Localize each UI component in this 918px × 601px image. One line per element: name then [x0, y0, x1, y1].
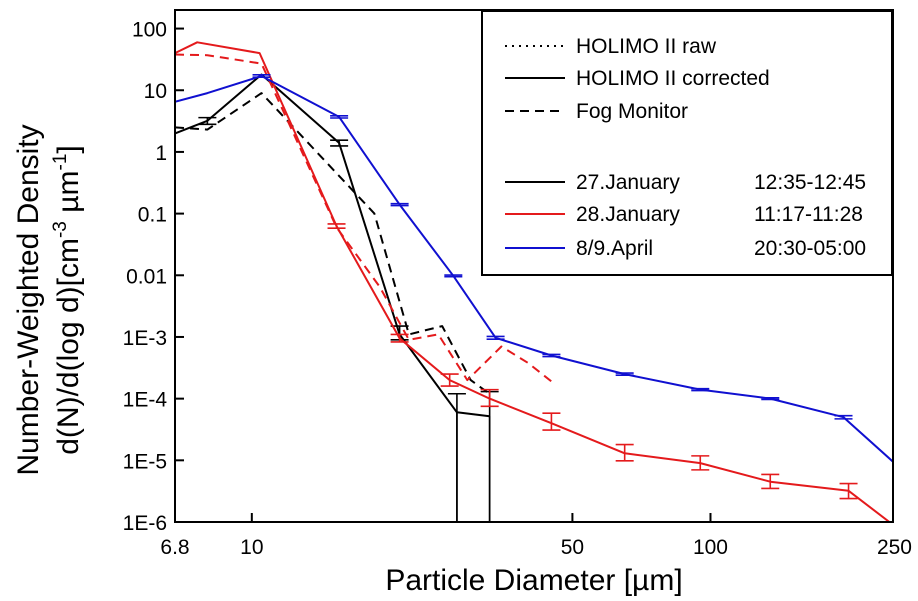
legend-label-jan27-date: 27.January [576, 171, 680, 194]
series-line-0 [175, 73, 490, 418]
legend-label-apr-date: 8/9.April [576, 237, 653, 260]
y-tick-label: 1E-3 [123, 327, 167, 350]
series-line-3 [175, 53, 553, 383]
legend-label-jan28-time: 11:17-11:28 [754, 203, 863, 226]
x-tick-label: 6.8 [160, 536, 189, 559]
ylabel-part-a: d(N)/d(log d)[cm [52, 238, 85, 455]
legend-label-corrected: HOLIMO II corrected [576, 67, 770, 90]
plot-frame [174, 9, 894, 523]
axes-layer: 6.8 10 50 100 250 100 10 1 0.1 0.01 1E-3 1E-4 1E-5 1E… [123, 19, 912, 559]
legend-label-raw: HOLIMO II raw [576, 35, 717, 58]
series-line-1 [175, 92, 491, 395]
y-tick-label: 10 [144, 80, 167, 103]
x-tick-label: 100 [693, 536, 728, 559]
x-tick-label: 250 [877, 536, 912, 559]
legend-label-jan28-date: 28.January [576, 203, 680, 226]
y-tick-label: 0.1 [138, 204, 167, 227]
y-tick-label: 100 [132, 19, 167, 42]
y-tick-label: 1E-5 [123, 450, 167, 473]
ylabel-part-c: ] [52, 145, 85, 153]
legend-label-apr-time: 20:30-05:00 [754, 237, 866, 260]
x-axis-title: Particle Diameter [µm] [385, 564, 682, 597]
legend-label-jan27-time: 12:35-12:45 [754, 171, 866, 194]
y-axis-title-line2: d(N)/d(log d)[cm-3 µm-1] [50, 145, 85, 455]
y-tick-label: 1E-4 [123, 389, 168, 412]
y-tick-label: 1E-6 [123, 512, 167, 535]
legend-label-fog: Fog Monitor [576, 100, 688, 123]
ylabel-sup-a: -3 [50, 221, 71, 238]
legend: HOLIMO II raw HOLIMO II corrected Fog Mo… [481, 10, 893, 276]
y-tick-label: 0.01 [126, 265, 167, 288]
ylabel-sup-b: -1 [50, 154, 71, 171]
ylabel-part-b: µm [52, 171, 85, 222]
legend-box [481, 10, 893, 276]
x-tick-label: 10 [240, 536, 263, 559]
series-layer [175, 41, 893, 522]
y-tick-label: 1 [155, 142, 167, 165]
x-tick-label: 50 [561, 536, 584, 559]
y-axis-title-line1: Number-Weighted Density [12, 124, 45, 475]
